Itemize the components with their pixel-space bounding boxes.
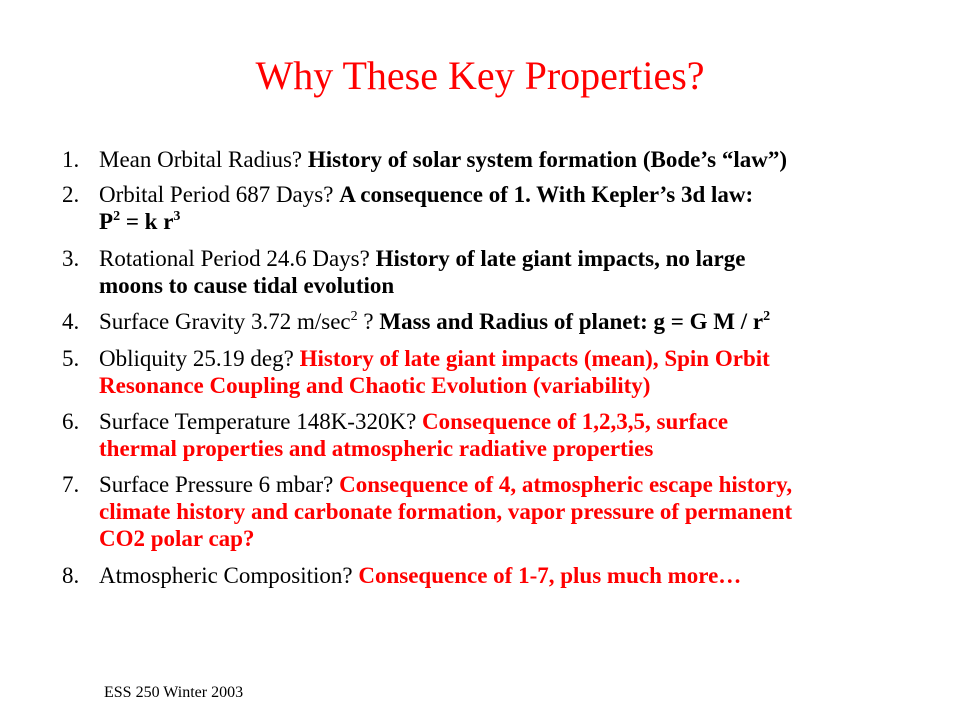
list-item-surface-pressure: 7. Surface Pressure 6 mbar? Consequence … — [62, 471, 932, 552]
item-number: 2. — [62, 182, 80, 207]
formula-p: P — [99, 209, 114, 234]
item-question: Surface Gravity 3.72 m/sec — [99, 309, 351, 334]
formula-middle: = k r — [120, 209, 174, 234]
item-answer-line2: Resonance Coupling and Chaotic Evolution… — [99, 373, 651, 398]
formula-p-exponent: 2 — [113, 209, 121, 224]
item-answer: Consequence of 1-7, plus much more… — [358, 563, 742, 588]
item-question: Mean Orbital Radius? — [99, 147, 308, 172]
item-question: Obliquity 25.19 deg? — [99, 346, 300, 371]
item-answer-line1: History of late giant impacts (mean), Sp… — [299, 346, 770, 371]
property-list: 1. Mean Orbital Radius? History of solar… — [62, 146, 932, 589]
list-item-mean-orbital-radius: 1. Mean Orbital Radius? History of solar… — [62, 146, 932, 173]
answer-exponent: 2 — [763, 309, 771, 324]
question-exponent: 2 — [350, 309, 358, 324]
item-number: 3. — [62, 246, 80, 271]
slide-title: Why These Key Properties? — [255, 53, 705, 98]
footer-course-label: ESS 250 Winter 2003 — [104, 684, 244, 701]
item-question: Orbital Period 687 Days? — [99, 182, 340, 207]
item-answer-line1: Consequence of 4, atmospheric escape his… — [339, 472, 793, 497]
item-answer-line1: Consequence of 1,2,3,5, surface — [422, 409, 729, 434]
item-number: 8. — [62, 563, 80, 588]
formula-r-exponent: 3 — [173, 209, 181, 224]
item-number: 7. — [62, 472, 80, 497]
item-number: 1. — [62, 147, 80, 172]
list-item-surface-gravity: 4. Surface Gravity 3.72 m/sec2 ? Mass an… — [62, 308, 932, 335]
item-answer-line2: climate history and carbonate formation,… — [99, 499, 793, 524]
item-answer: Mass and Radius of planet: g = G M / r — [379, 309, 764, 334]
item-number: 4. — [62, 309, 80, 334]
item-answer-line1: History of late giant impacts, no large — [375, 246, 746, 271]
item-answer-line2: thermal properties and atmospheric radia… — [99, 436, 654, 461]
list-item-surface-temperature: 6. Surface Temperature 148K-320K? Conseq… — [62, 408, 932, 462]
list-item-obliquity: 5. Obliquity 25.19 deg? History of late … — [62, 345, 932, 399]
item-number: 6. — [62, 409, 80, 434]
item-answer-line2: moons to cause tidal evolution — [99, 273, 395, 298]
item-question: Atmospheric Composition? — [99, 563, 359, 588]
list-item-atmospheric-composition: 8. Atmospheric Composition? Consequence … — [62, 562, 932, 589]
item-question: Rotational Period 24.6 Days? — [99, 246, 376, 271]
item-question-tail: ? — [357, 309, 380, 334]
item-question: Surface Temperature 148K-320K? — [99, 409, 423, 434]
item-answer-line1: A consequence of 1. With Kepler’s 3d law… — [339, 182, 754, 207]
item-answer-line3: CO2 polar cap? — [99, 526, 255, 551]
list-item-rotational-period: 3. Rotational Period 24.6 Days? History … — [62, 245, 932, 299]
kepler-formula: P2 = k r3 — [99, 209, 180, 234]
item-answer: History of solar system formation (Bode’… — [307, 147, 787, 172]
item-number: 5. — [62, 346, 80, 371]
item-question: Surface Pressure 6 mbar? — [99, 472, 340, 497]
list-item-orbital-period: 2. Orbital Period 687 Days? A consequenc… — [62, 181, 932, 235]
